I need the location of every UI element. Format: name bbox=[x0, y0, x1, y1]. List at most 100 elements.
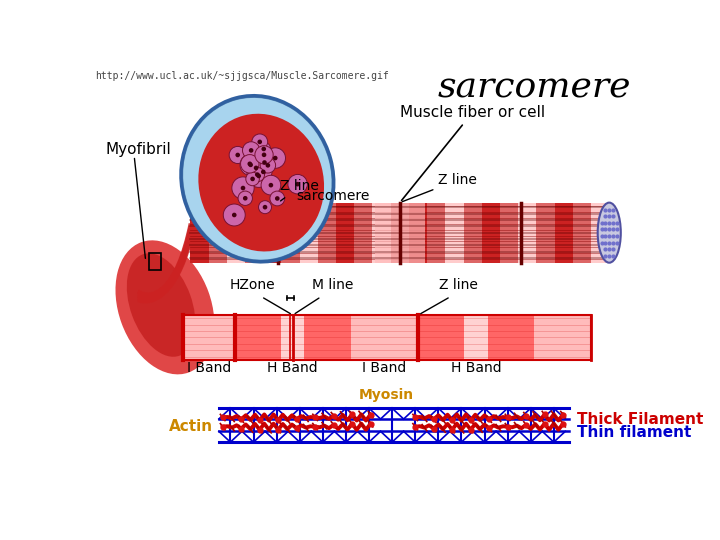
Bar bbox=[418, 315, 534, 360]
Circle shape bbox=[240, 186, 246, 191]
Text: I Band: I Band bbox=[186, 361, 231, 375]
Bar bbox=[190, 202, 209, 262]
Circle shape bbox=[265, 148, 286, 168]
Bar bbox=[482, 202, 500, 262]
Circle shape bbox=[240, 154, 259, 173]
Bar bbox=[209, 202, 227, 262]
Ellipse shape bbox=[127, 253, 195, 357]
Circle shape bbox=[256, 174, 261, 178]
Text: Muscle fiber or cell: Muscle fiber or cell bbox=[400, 105, 545, 200]
Circle shape bbox=[260, 158, 276, 173]
Bar bbox=[518, 202, 536, 262]
Text: Myofibril: Myofibril bbox=[106, 142, 171, 157]
Bar bbox=[391, 202, 409, 262]
Circle shape bbox=[263, 205, 267, 210]
Text: H Band: H Band bbox=[451, 361, 501, 375]
Circle shape bbox=[246, 172, 259, 186]
Circle shape bbox=[261, 147, 266, 151]
Circle shape bbox=[273, 156, 278, 160]
Circle shape bbox=[269, 183, 273, 187]
Bar bbox=[500, 202, 518, 262]
Bar bbox=[446, 202, 464, 262]
Bar bbox=[534, 315, 590, 360]
Circle shape bbox=[262, 160, 267, 165]
Bar bbox=[227, 202, 245, 262]
Circle shape bbox=[253, 152, 275, 173]
Text: H Band: H Band bbox=[267, 361, 318, 375]
Circle shape bbox=[248, 161, 252, 166]
Circle shape bbox=[247, 165, 270, 187]
Circle shape bbox=[249, 148, 253, 153]
Bar bbox=[149, 253, 161, 271]
Text: Z line: Z line bbox=[439, 278, 478, 292]
Circle shape bbox=[262, 152, 266, 157]
Text: Myosin: Myosin bbox=[359, 388, 414, 402]
Circle shape bbox=[288, 174, 307, 194]
Bar bbox=[427, 202, 446, 262]
Bar bbox=[374, 202, 425, 262]
Bar bbox=[554, 202, 573, 262]
Circle shape bbox=[229, 146, 246, 164]
Circle shape bbox=[223, 204, 246, 226]
Text: Actin: Actin bbox=[168, 419, 212, 434]
Circle shape bbox=[253, 166, 258, 170]
Circle shape bbox=[251, 177, 255, 181]
Circle shape bbox=[232, 177, 254, 199]
Text: sarcomere: sarcomere bbox=[437, 71, 631, 105]
Bar bbox=[190, 202, 609, 262]
Bar bbox=[282, 315, 305, 360]
Circle shape bbox=[250, 167, 264, 182]
Bar bbox=[183, 315, 235, 360]
Bar bbox=[282, 202, 300, 262]
Circle shape bbox=[232, 213, 237, 217]
Text: Thick Filament: Thick Filament bbox=[577, 411, 703, 427]
Ellipse shape bbox=[115, 240, 215, 374]
Text: sarcomere: sarcomere bbox=[296, 188, 369, 202]
Circle shape bbox=[270, 191, 284, 206]
Text: Z line: Z line bbox=[402, 173, 477, 201]
Ellipse shape bbox=[198, 114, 324, 252]
Circle shape bbox=[261, 170, 266, 174]
Circle shape bbox=[258, 139, 262, 144]
Text: Z line: Z line bbox=[281, 179, 320, 201]
Circle shape bbox=[246, 157, 266, 179]
Bar bbox=[336, 202, 354, 262]
Bar bbox=[300, 202, 318, 262]
Text: HZone: HZone bbox=[229, 278, 275, 292]
Bar bbox=[264, 202, 282, 262]
Circle shape bbox=[266, 163, 270, 167]
Bar bbox=[318, 202, 336, 262]
Bar bbox=[536, 202, 554, 262]
Circle shape bbox=[248, 163, 253, 167]
Bar bbox=[409, 202, 427, 262]
Bar bbox=[351, 315, 418, 360]
Circle shape bbox=[255, 163, 272, 180]
Circle shape bbox=[243, 196, 248, 200]
Circle shape bbox=[257, 142, 271, 156]
Bar bbox=[183, 315, 590, 360]
Bar bbox=[245, 202, 264, 262]
Circle shape bbox=[258, 201, 271, 214]
Text: M line: M line bbox=[312, 278, 354, 292]
Circle shape bbox=[243, 142, 260, 159]
Ellipse shape bbox=[598, 202, 621, 262]
Circle shape bbox=[275, 196, 279, 201]
Bar bbox=[464, 202, 482, 262]
Circle shape bbox=[238, 191, 253, 205]
Text: Thin filament: Thin filament bbox=[577, 426, 691, 440]
Circle shape bbox=[261, 176, 281, 195]
Text: http://www.ucl.ac.uk/~sjjgsca/Muscle.Sarcomere.gif: http://www.ucl.ac.uk/~sjjgsca/Muscle.Sar… bbox=[95, 71, 389, 81]
Bar bbox=[573, 202, 591, 262]
Circle shape bbox=[255, 172, 260, 177]
Ellipse shape bbox=[181, 97, 333, 261]
Circle shape bbox=[252, 134, 268, 150]
Bar bbox=[354, 202, 372, 262]
Circle shape bbox=[295, 182, 300, 186]
Circle shape bbox=[240, 154, 261, 176]
Bar bbox=[372, 202, 391, 262]
Bar bbox=[591, 202, 609, 262]
Text: I Band: I Band bbox=[362, 361, 407, 375]
Circle shape bbox=[235, 153, 240, 157]
Bar bbox=[464, 315, 487, 360]
Bar bbox=[235, 315, 351, 360]
